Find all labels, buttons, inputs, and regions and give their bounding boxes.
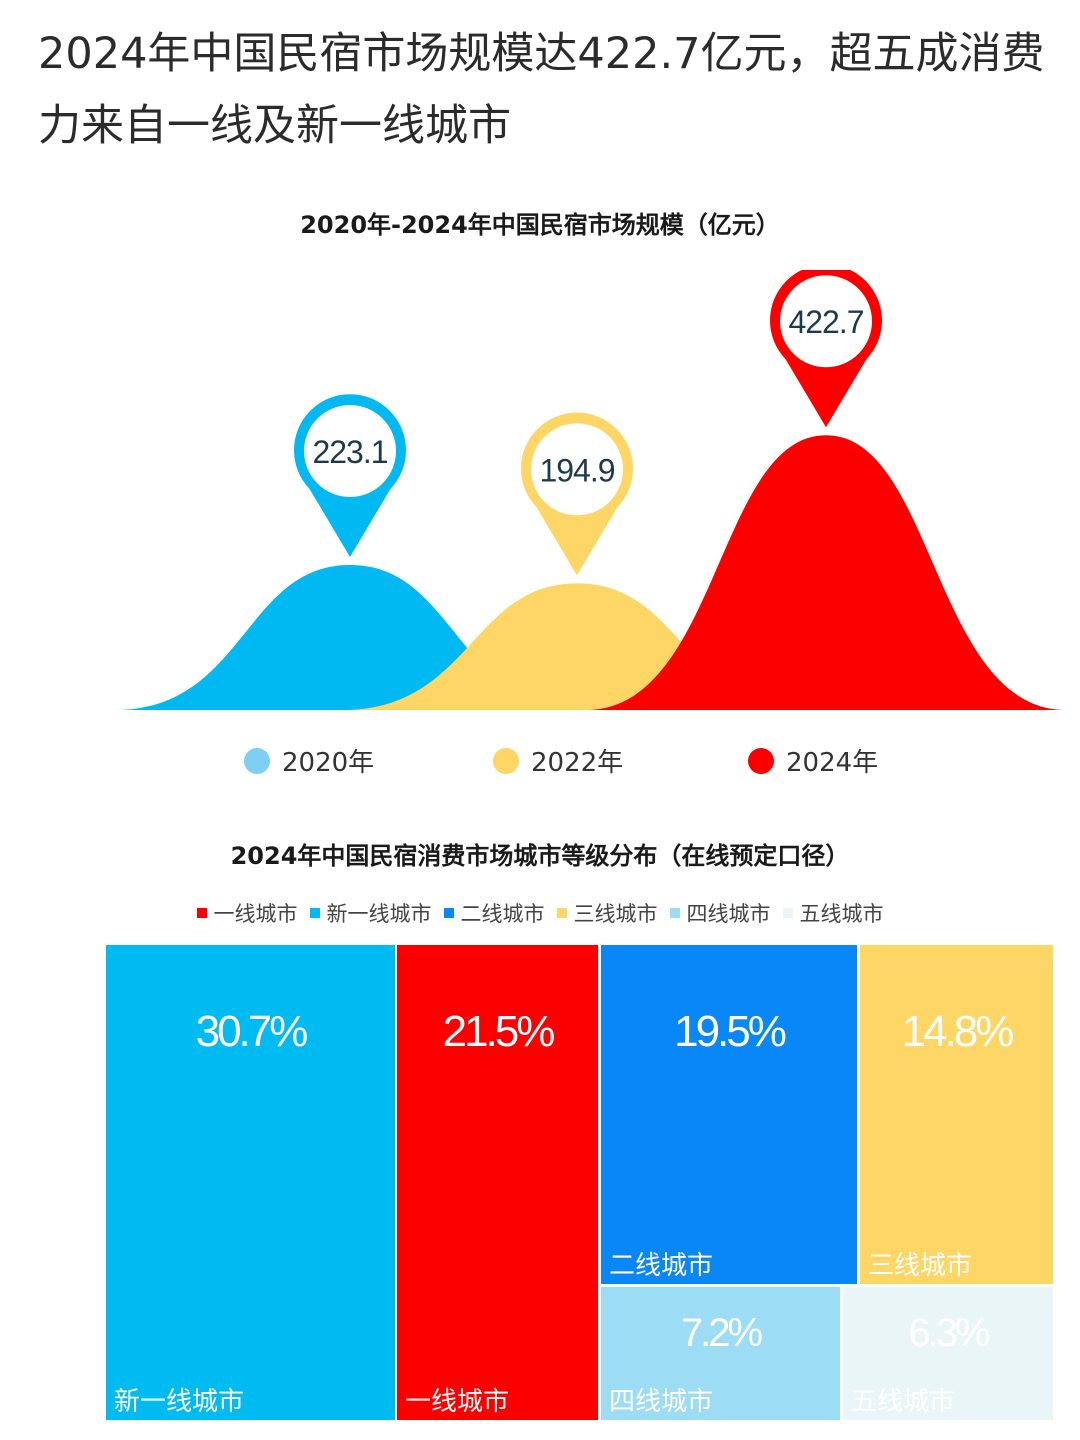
legend-item-tier4: 四线城市 (669, 898, 771, 928)
tile-label-new-tier1: 新一线城市 (114, 1387, 245, 1417)
legend-dot-2024 (748, 747, 774, 774)
legend-item-tier2: 二线城市 (443, 898, 545, 928)
value-pin-2022: 194.9 (521, 412, 633, 576)
legend-label-tier2: 二线城市 (460, 902, 545, 926)
tile-label-tier1: 一线城市 (405, 1387, 510, 1417)
mountain-chart-title: 2020年-2024年中国民宿市场规模（亿元） (300, 211, 780, 239)
tile-tier2: 19.5% 二线城市 (601, 945, 857, 1284)
legend-item-2020: 2020年 (244, 742, 374, 779)
value-pin-2020: 223.1 (294, 394, 407, 557)
legend-swatch-tier3 (556, 908, 567, 918)
tile-pct-tier5: 6.3% (908, 1311, 990, 1355)
value-pin-2024: 422.7 (770, 270, 882, 428)
legend-item-tier3: 三线城市 (556, 898, 658, 928)
tile-label-tier2: 二线城市 (609, 1251, 714, 1281)
legend-item-new-tier1: 新一线城市 (309, 898, 432, 928)
tile-pct-new-tier1: 30.7% (195, 1007, 309, 1056)
value-label-2024: 422.7 (788, 304, 863, 340)
tile-pct-tier1: 21.5% (442, 1007, 556, 1056)
treemap-chart-title: 2024年中国民宿消费市场城市等级分布（在线预定口径） (230, 842, 850, 870)
legend-label-tier4: 四线城市 (686, 902, 771, 926)
treemap-legend: 一线城市 新一线城市 二线城市 三线城市 四线城市 五线城市 (0, 898, 1080, 928)
tile-pct-tier3: 14.8% (901, 1007, 1015, 1056)
headline: 2024年中国民宿市场规模达422.7亿元，超五成消费力来自一线及新一线城市 (38, 29, 1045, 151)
tile-pct-tier4: 7.2% (680, 1311, 763, 1355)
value-label-2020: 223.1 (312, 434, 387, 470)
legend-swatch-new-tier1 (309, 908, 320, 918)
tile-tier1: 21.5% 一线城市 (397, 945, 598, 1420)
legend-swatch-tier4 (669, 908, 680, 918)
legend-item-2024: 2024年 (748, 742, 878, 779)
tile-label-tier5: 五线城市 (851, 1387, 956, 1417)
tile-tier4: 7.2% 四线城市 (601, 1287, 840, 1420)
legend-label-tier5: 五线城市 (799, 902, 884, 926)
legend-dot-2022 (493, 747, 519, 774)
mountain-2024 (586, 435, 1066, 710)
legend-swatch-tier2 (443, 908, 454, 918)
tile-tier5: 6.3% 五线城市 (843, 1287, 1053, 1420)
mountain-chart: 223.1 194.9 422.7 (115, 270, 1066, 710)
tile-label-tier4: 四线城市 (609, 1387, 714, 1417)
tile-tier3: 14.8% 三线城市 (860, 945, 1053, 1284)
tile-new-tier1: 30.7% 新一线城市 (106, 945, 395, 1420)
legend-item-tier1: 一线城市 (196, 898, 298, 928)
tile-label-tier3: 三线城市 (868, 1251, 973, 1281)
legend-label-new-tier1: 新一线城市 (326, 902, 432, 926)
legend-label-2022: 2022年 (531, 748, 624, 778)
legend-swatch-tier1 (196, 908, 207, 918)
legend-label-tier3: 三线城市 (573, 902, 658, 926)
tile-pct-tier2: 19.5% (674, 1007, 787, 1056)
legend-item-tier5: 五线城市 (782, 898, 884, 928)
legend-label-2024: 2024年 (786, 748, 879, 778)
value-label-2022: 194.9 (539, 452, 614, 488)
legend-label-2020: 2020年 (282, 748, 375, 778)
legend-label-tier1: 一线城市 (213, 902, 298, 926)
legend-swatch-tier5 (782, 908, 793, 918)
legend-dot-2020 (244, 747, 270, 774)
legend-item-2022: 2022年 (493, 742, 623, 779)
